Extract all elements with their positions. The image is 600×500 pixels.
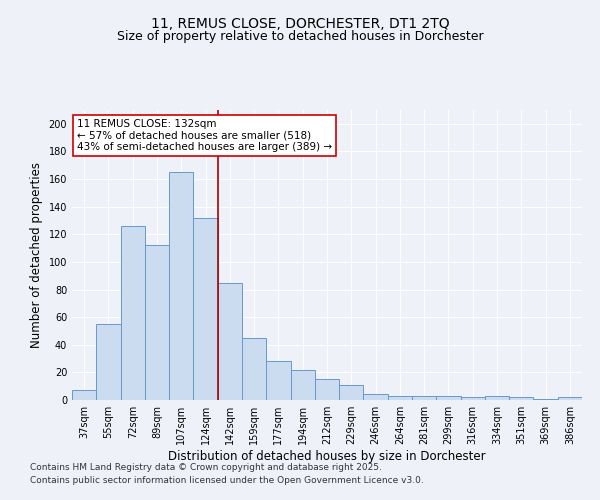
Bar (558, 397, 582, 400)
Bar (485, 396, 509, 400)
Text: Size of property relative to detached houses in Dorchester: Size of property relative to detached ho… (116, 30, 484, 43)
Text: Contains public sector information licensed under the Open Government Licence v3: Contains public sector information licen… (30, 476, 424, 485)
Bar (218, 282, 242, 400)
Bar (436, 396, 461, 400)
Bar (121, 226, 145, 400)
Bar (242, 338, 266, 400)
X-axis label: Distribution of detached houses by size in Dorchester: Distribution of detached houses by size … (168, 450, 486, 463)
Bar (509, 397, 533, 400)
Bar (339, 385, 364, 400)
Text: 11 REMUS CLOSE: 132sqm
← 57% of detached houses are smaller (518)
43% of semi-de: 11 REMUS CLOSE: 132sqm ← 57% of detached… (77, 118, 332, 152)
Bar (412, 396, 436, 400)
Bar (169, 172, 193, 400)
Bar (96, 324, 121, 400)
Bar (364, 394, 388, 400)
Bar (266, 362, 290, 400)
Bar (193, 218, 218, 400)
Bar (388, 396, 412, 400)
Bar (533, 398, 558, 400)
Bar (461, 397, 485, 400)
Text: Contains HM Land Registry data © Crown copyright and database right 2025.: Contains HM Land Registry data © Crown c… (30, 464, 382, 472)
Y-axis label: Number of detached properties: Number of detached properties (30, 162, 43, 348)
Bar (72, 390, 96, 400)
Bar (145, 246, 169, 400)
Text: 11, REMUS CLOSE, DORCHESTER, DT1 2TQ: 11, REMUS CLOSE, DORCHESTER, DT1 2TQ (151, 18, 449, 32)
Bar (290, 370, 315, 400)
Bar (315, 380, 339, 400)
